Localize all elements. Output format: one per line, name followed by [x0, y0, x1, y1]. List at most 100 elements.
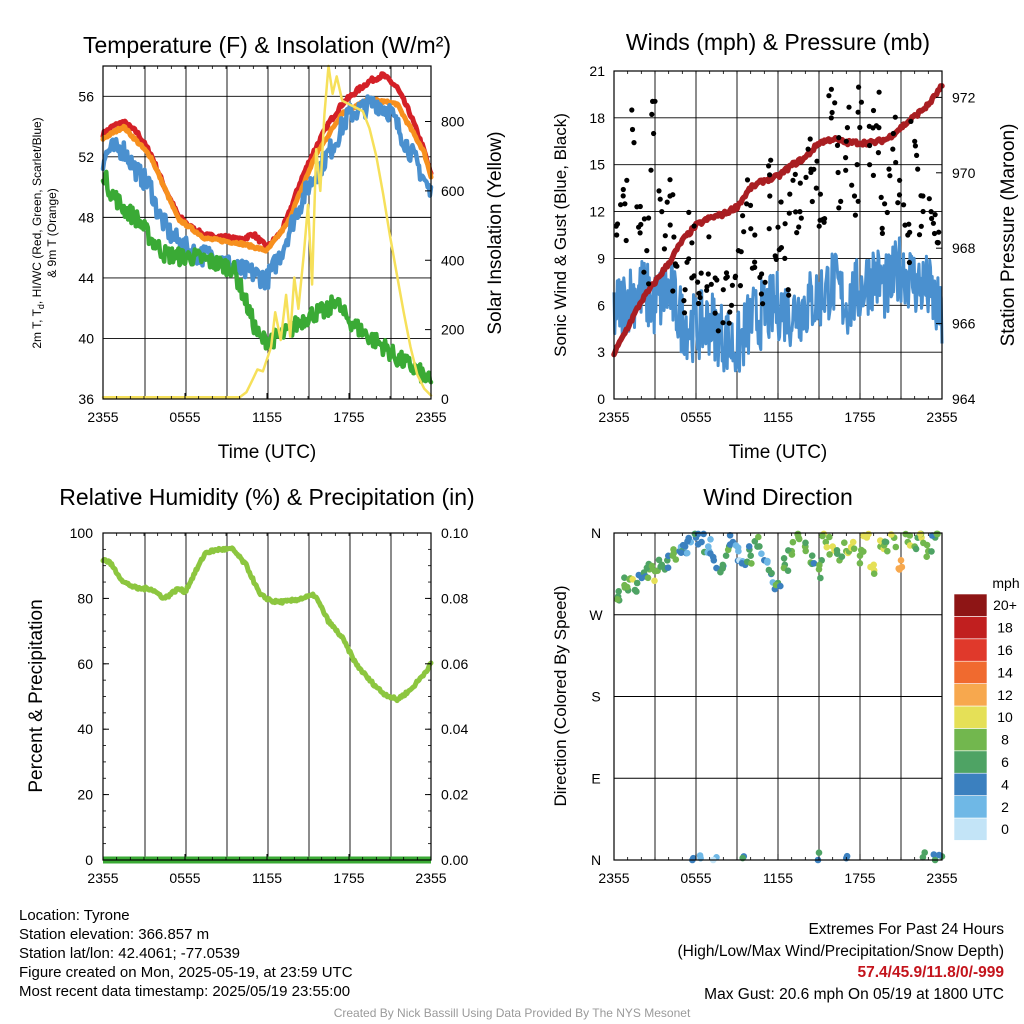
direction-point: [694, 541, 702, 548]
gust-point: [828, 86, 835, 92]
wind-direction-title: Wind Direction: [703, 484, 853, 510]
gust-point: [697, 294, 703, 301]
gust-point: [672, 261, 679, 267]
gust-point: [879, 225, 885, 231]
y-right-tick-label: 0.10: [441, 525, 468, 541]
gust-point: [634, 204, 640, 210]
station-pressure-line: [611, 83, 945, 358]
direction-point: [724, 546, 732, 554]
direction-point: [849, 538, 857, 546]
direction-point: [707, 536, 714, 543]
gust-point: [912, 143, 919, 149]
direction-point: [615, 588, 622, 595]
gust-point: [766, 163, 772, 169]
x-tick-label: 0555: [680, 409, 711, 425]
direction-point: [843, 852, 851, 860]
gust-point: [637, 230, 643, 236]
gust-point: [724, 274, 730, 280]
direction-point: [902, 530, 909, 538]
gust-point: [650, 98, 656, 104]
gust-point: [656, 188, 662, 194]
gust-point: [624, 177, 630, 183]
gust-point: [752, 259, 758, 265]
y-right-tick-label: 400: [441, 252, 465, 268]
gust-point: [704, 287, 710, 293]
y-tick-label: 36: [78, 391, 94, 407]
direction-point: [933, 530, 940, 538]
gust-point: [890, 130, 896, 137]
gust-point: [918, 223, 924, 229]
gust-point: [896, 192, 903, 198]
gust-point: [908, 118, 914, 124]
direction-point: [648, 562, 656, 570]
colorbar-label: 12: [997, 687, 1013, 703]
colorbar-label: 10: [997, 709, 1013, 725]
gust-point: [708, 281, 714, 287]
gust-point: [813, 185, 819, 191]
colorbar-label: 14: [997, 664, 1013, 680]
direction-point: [841, 539, 848, 546]
gust-point: [649, 111, 655, 117]
gust-point: [915, 166, 921, 172]
gust-point: [748, 226, 754, 232]
direction-point: [867, 563, 874, 571]
gust-point: [914, 152, 920, 158]
direction-point: [795, 535, 803, 543]
wind-direction-ylabel: Direction (Colored By Speed): [551, 585, 570, 806]
gust-point: [897, 177, 903, 183]
direction-point: [651, 577, 658, 585]
x-tick-label: 0555: [680, 870, 711, 886]
colorbar-label: 8: [1001, 732, 1009, 748]
y-tick-label: 12: [589, 204, 605, 220]
gust-point: [706, 234, 712, 240]
gust-point: [836, 135, 842, 141]
gust-point: [817, 191, 824, 197]
y-right-tick-label: 0.06: [441, 656, 468, 672]
y-tick-label: 80: [77, 590, 93, 606]
gust-point: [843, 138, 849, 144]
gust-point: [798, 215, 804, 221]
direction-point: [726, 541, 734, 548]
relative-humidity-line: [100, 545, 434, 704]
y-tick-label: S: [591, 689, 600, 705]
gust-point: [682, 287, 688, 293]
winds-ticks: 2355 0555 1155 1755 2355 0 3 6 9 12 15 18 21 964 966 96…: [589, 63, 975, 425]
direction-point: [802, 539, 809, 547]
temperature-ylabel: 2m T, Td, HI/WC (Red, Green, Scarlet/Blu…: [30, 117, 46, 348]
direction-point: [614, 596, 621, 603]
gust-point: [920, 208, 926, 215]
colorbar-swatch: [953, 750, 988, 774]
x-tick-label: 1755: [333, 409, 364, 425]
y-tick-label: 15: [589, 157, 605, 173]
direction-point: [623, 583, 631, 591]
gust-point: [727, 309, 733, 315]
gust-point: [821, 219, 827, 225]
humidity-plot-frame: [102, 532, 432, 861]
gust-point: [876, 125, 882, 131]
colorbar-label: 18: [997, 620, 1013, 636]
colorbar-swatch: [953, 683, 988, 707]
gust-point: [878, 194, 884, 200]
direction-point: [822, 538, 830, 546]
gust-point: [684, 259, 690, 265]
y-tick-label: 56: [78, 88, 94, 104]
direction-point: [870, 570, 878, 577]
winds-panel: Winds (mph) & Pressure (mb) 2355 0555 1155…: [551, 29, 1019, 463]
gust-point: [805, 146, 811, 152]
gust-point: [662, 233, 668, 239]
gust-point: [670, 192, 676, 198]
gust-point: [646, 281, 652, 287]
y-tick-label: 100: [70, 525, 94, 541]
gust-point: [740, 213, 746, 219]
direction-point: [738, 560, 746, 567]
gust-point: [834, 142, 841, 148]
humidity-grid: [144, 533, 392, 860]
gust-point: [931, 230, 938, 237]
y-tick-label: N: [591, 525, 601, 541]
gust-point: [852, 212, 859, 218]
colorbar-label: 20+: [993, 597, 1017, 613]
humidity-ylabel: Percent & Precipitation: [26, 599, 47, 792]
gust-point: [681, 298, 687, 304]
gust-point: [629, 107, 635, 113]
x-tick-label: 2355: [926, 870, 957, 886]
